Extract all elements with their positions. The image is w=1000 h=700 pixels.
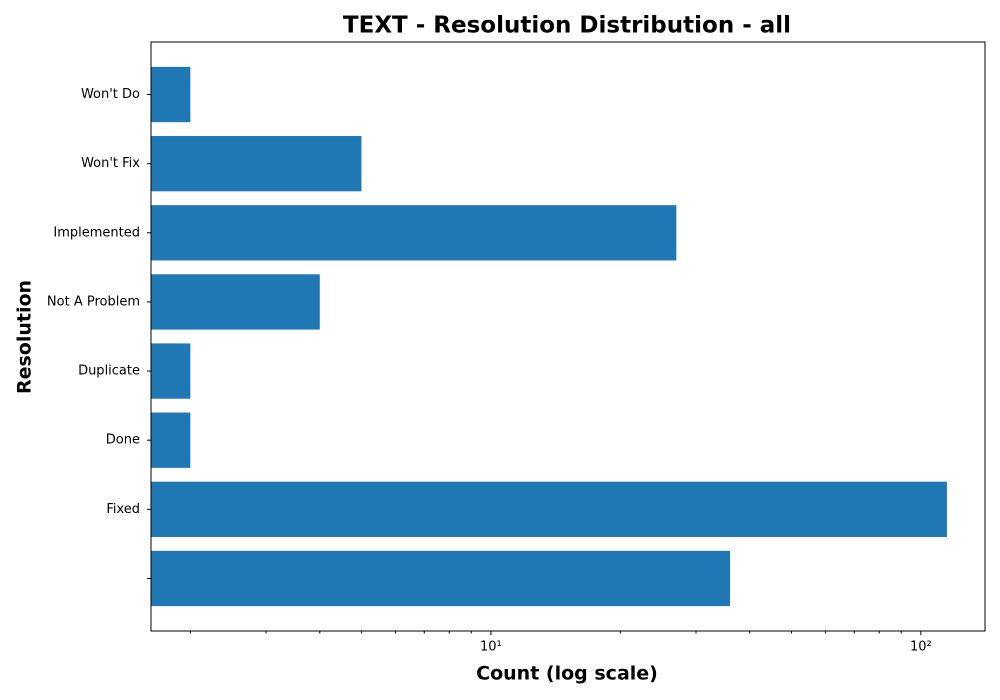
y-tick-label: Won't Fix <box>81 156 140 171</box>
chart-title: TEXT - Resolution Distribution - all <box>343 13 791 39</box>
bar <box>151 481 947 537</box>
y-tick-label: Not A Problem <box>47 294 140 309</box>
plot-frame <box>150 41 986 632</box>
bar <box>151 343 191 399</box>
y-axis-label: Resolution <box>14 280 36 394</box>
y-tick-label: Implemented <box>53 225 140 240</box>
bar <box>151 205 677 261</box>
y-tick-label: Duplicate <box>78 364 140 379</box>
bar <box>151 550 731 607</box>
bar <box>151 274 320 330</box>
bar <box>151 66 191 123</box>
x-tick-label: 10² <box>910 640 932 655</box>
x-tick-label: 10¹ <box>480 640 502 655</box>
bar <box>151 412 191 468</box>
y-tick-label: Fixed <box>106 502 140 517</box>
x-axis-label: Count (log scale) <box>476 663 658 685</box>
bar <box>151 136 362 192</box>
y-tick-label: Done <box>106 433 140 448</box>
y-tick-label: Won't Do <box>81 87 140 102</box>
